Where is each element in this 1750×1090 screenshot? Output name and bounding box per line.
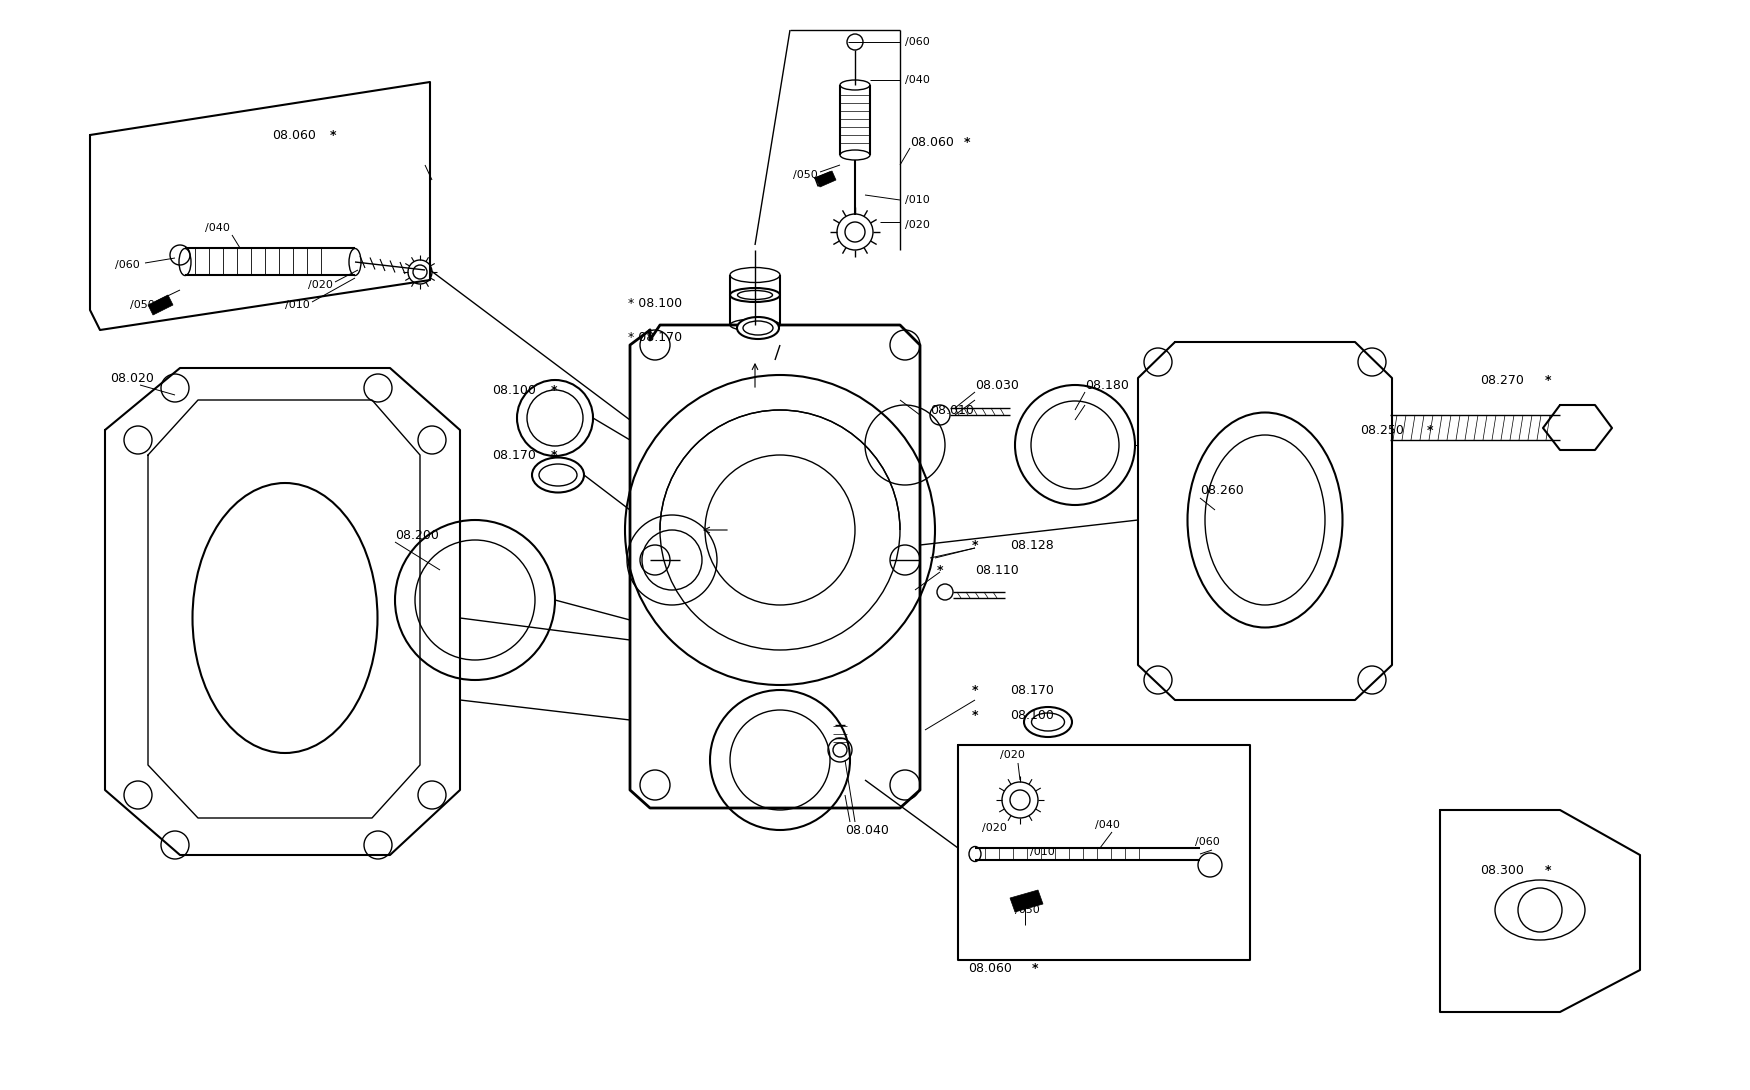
Text: /020: /020 <box>982 823 1006 833</box>
Polygon shape <box>1010 891 1043 912</box>
Text: 08.110: 08.110 <box>975 564 1018 577</box>
Text: 08.200: 08.200 <box>396 529 439 542</box>
Text: 08.040: 08.040 <box>845 824 889 836</box>
Text: /060: /060 <box>905 37 929 47</box>
Text: *: * <box>551 384 556 397</box>
Text: /020: /020 <box>999 750 1026 760</box>
Text: 08.260: 08.260 <box>1200 484 1244 497</box>
Text: 08.180: 08.180 <box>1085 378 1129 391</box>
Text: *: * <box>1032 961 1038 974</box>
Text: *: * <box>1545 863 1550 876</box>
Text: 08.010: 08.010 <box>929 403 973 416</box>
Text: 08.030: 08.030 <box>975 378 1018 391</box>
Ellipse shape <box>532 458 584 493</box>
Text: 08.170: 08.170 <box>492 448 536 461</box>
Text: 08.060: 08.060 <box>968 961 1012 974</box>
Text: /010: /010 <box>285 300 310 310</box>
Text: *: * <box>964 135 970 148</box>
Text: * 08.100: * 08.100 <box>628 296 682 310</box>
Ellipse shape <box>737 317 779 339</box>
Text: *: * <box>971 538 978 552</box>
Text: *: * <box>1426 424 1433 436</box>
Text: /050: /050 <box>1015 905 1040 915</box>
Text: /040: /040 <box>205 223 229 233</box>
Text: *: * <box>551 448 556 461</box>
Text: 08.300: 08.300 <box>1480 863 1524 876</box>
Text: *: * <box>1545 374 1550 387</box>
Text: 08.128: 08.128 <box>1010 538 1054 552</box>
Text: /060: /060 <box>1195 837 1220 847</box>
Text: 08.100: 08.100 <box>1010 708 1054 722</box>
Text: 08.170: 08.170 <box>1010 683 1054 697</box>
Text: *: * <box>971 708 978 722</box>
Text: 08.270: 08.270 <box>1480 374 1524 387</box>
Polygon shape <box>816 171 836 187</box>
Text: 08.250: 08.250 <box>1360 424 1404 436</box>
Text: 08.060: 08.060 <box>910 135 954 148</box>
Ellipse shape <box>1024 707 1073 737</box>
Text: /010: /010 <box>905 195 929 205</box>
Text: /040: /040 <box>905 75 929 85</box>
Text: /010: /010 <box>1031 847 1055 857</box>
Text: /050: /050 <box>130 300 154 310</box>
Text: 08.060: 08.060 <box>271 129 317 142</box>
Text: *: * <box>971 683 978 697</box>
Text: *: * <box>936 564 943 577</box>
Text: * 08.170: * 08.170 <box>628 330 682 343</box>
Text: /050: /050 <box>793 170 817 180</box>
Text: 08.100: 08.100 <box>492 384 536 397</box>
Text: /020: /020 <box>905 220 929 230</box>
Text: *: * <box>329 129 336 142</box>
Text: /060: /060 <box>116 261 140 270</box>
Polygon shape <box>149 295 173 315</box>
Text: 08.020: 08.020 <box>110 372 154 385</box>
Text: /020: /020 <box>308 280 332 290</box>
Text: /040: /040 <box>1096 820 1120 829</box>
